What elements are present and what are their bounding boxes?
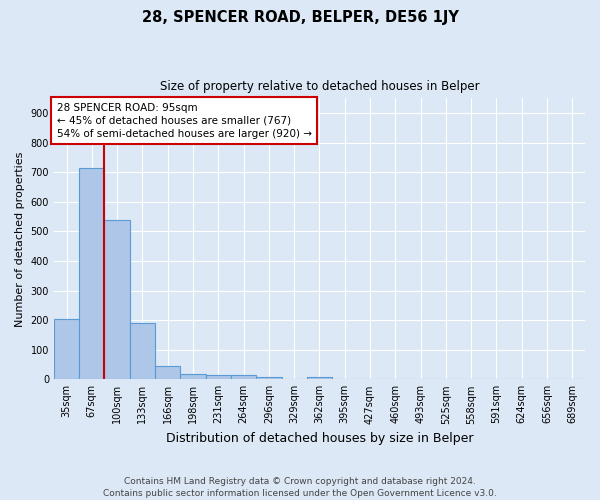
Bar — [54, 320, 79, 380]
Bar — [79, 168, 104, 380]
Bar — [130, 322, 155, 380]
Bar — [181, 374, 206, 380]
Text: Contains HM Land Registry data © Crown copyright and database right 2024.
Contai: Contains HM Land Registry data © Crown c… — [103, 476, 497, 498]
Bar — [307, 376, 332, 380]
Bar — [256, 376, 281, 380]
Text: 28, SPENCER ROAD, BELPER, DE56 1JY: 28, SPENCER ROAD, BELPER, DE56 1JY — [142, 10, 458, 25]
X-axis label: Distribution of detached houses by size in Belper: Distribution of detached houses by size … — [166, 432, 473, 445]
Text: 28 SPENCER ROAD: 95sqm
← 45% of detached houses are smaller (767)
54% of semi-de: 28 SPENCER ROAD: 95sqm ← 45% of detached… — [56, 102, 311, 139]
Bar — [231, 376, 256, 380]
Title: Size of property relative to detached houses in Belper: Size of property relative to detached ho… — [160, 80, 479, 93]
Y-axis label: Number of detached properties: Number of detached properties — [15, 151, 25, 326]
Bar — [104, 220, 130, 380]
Bar — [206, 375, 231, 380]
Bar — [155, 366, 181, 380]
